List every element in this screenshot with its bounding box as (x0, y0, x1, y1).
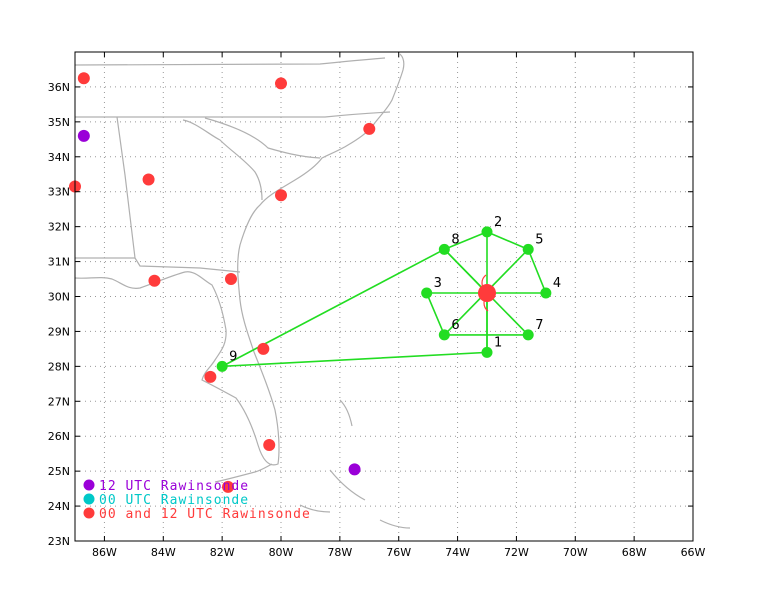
x-tick-label: 78W (327, 546, 352, 559)
y-tick-label: 33N (48, 186, 70, 199)
flight-point-label: 1 (494, 335, 502, 350)
x-tick-label: 70W (563, 546, 588, 559)
flight-point-marker (522, 329, 534, 341)
flight-point-marker (216, 360, 228, 372)
flight-point-marker (481, 346, 493, 358)
flight-point-marker (540, 287, 552, 299)
x-tick-label: 74W (445, 546, 470, 559)
y-tick-label: 34N (48, 151, 70, 164)
x-tick-label: 66W (681, 546, 706, 559)
rawinsonde-marker (363, 122, 376, 135)
x-tick-label: 72W (504, 546, 529, 559)
southeast-us-coastline (74, 53, 405, 466)
y-tick-label: 28N (48, 360, 70, 373)
bahamas-outline (299, 399, 411, 529)
x-tick-label: 82W (210, 546, 235, 559)
flight-leg-line (444, 231, 488, 251)
flight-point-marker (522, 243, 534, 255)
rawinsonde-marker (275, 189, 287, 202)
x-tick-label: 84W (151, 546, 176, 559)
y-tick-label: 35N (48, 116, 70, 129)
keys-outline (214, 463, 273, 483)
flight-point-label: 7 (535, 318, 543, 333)
legend-label: 00 and 12 UTC Rawinsonde (99, 507, 311, 522)
flight-leg-line (527, 249, 547, 294)
legend-marker (83, 507, 95, 519)
flight-leg-line (425, 292, 446, 336)
y-tick-label: 36N (48, 81, 70, 94)
rawinsonde-marker (257, 342, 270, 355)
state-border-mid (75, 116, 136, 259)
rawinsonde-marker (148, 274, 161, 287)
rawinsonde-marker (263, 438, 276, 451)
axis-ticks: 86W 84W 82W 80W 78W 76W 74W 72W 70W 68W 66W 23N 24N 2… (48, 52, 706, 559)
state-border-ga-fl (134, 257, 241, 273)
y-tick-label: 27N (48, 395, 70, 408)
rawinsonde-marker (204, 370, 217, 383)
rawinsonde-stations (69, 72, 376, 493)
flight-point-marker (438, 243, 450, 255)
rawinsonde-marker (222, 480, 235, 493)
y-tick-label: 23N (48, 535, 70, 548)
rawinsonde-marker (77, 129, 90, 142)
y-tick-label: 24N (48, 500, 70, 513)
storm-center (478, 274, 496, 312)
rawinsonde-marker (142, 173, 155, 186)
rawinsonde-marker (348, 463, 361, 476)
y-tick-label: 31N (48, 256, 70, 269)
y-tick-label: 29N (48, 325, 70, 338)
storm-center-marker (478, 284, 496, 303)
x-tick-label: 76W (386, 546, 411, 559)
legend-marker (83, 479, 95, 491)
flight-point-label: 6 (451, 318, 459, 333)
flight-point-label: 9 (229, 349, 237, 364)
rawinsonde-marker (275, 77, 287, 90)
legend-marker (83, 493, 95, 505)
coastline-outline (74, 53, 411, 529)
flight-point-label: 5 (535, 232, 543, 247)
legend-label: 00 UTC Rawinsonde (99, 493, 249, 508)
flight-point-label: 3 (434, 276, 442, 291)
flight-point-label: 8 (451, 232, 459, 247)
state-border-north (75, 111, 391, 118)
y-tick-label: 26N (48, 430, 70, 443)
flight-points: 1 2 3 4 5 6 7 8 9 (216, 215, 561, 372)
flight-point-marker (421, 287, 433, 299)
y-tick-label: 32N (48, 221, 70, 234)
x-tick-label: 86W (92, 546, 117, 559)
flight-point-marker (481, 226, 493, 238)
state-border-va (74, 57, 386, 66)
flight-point-label: 2 (494, 215, 502, 230)
x-tick-label: 80W (269, 546, 294, 559)
flight-leg-line (486, 231, 529, 251)
y-tick-label: 30N (48, 291, 70, 304)
state-border-sc (182, 119, 263, 201)
rawinsonde-marker (224, 273, 237, 286)
legend-label: 12 UTC Rawinsonde (99, 479, 249, 494)
y-tick-label: 25N (48, 465, 70, 478)
rawinsonde-marker (77, 72, 90, 85)
flight-point-marker (438, 329, 450, 341)
x-tick-label: 68W (622, 546, 647, 559)
flight-point-label: 4 (553, 276, 561, 291)
state-border-nc-sc (204, 117, 321, 159)
